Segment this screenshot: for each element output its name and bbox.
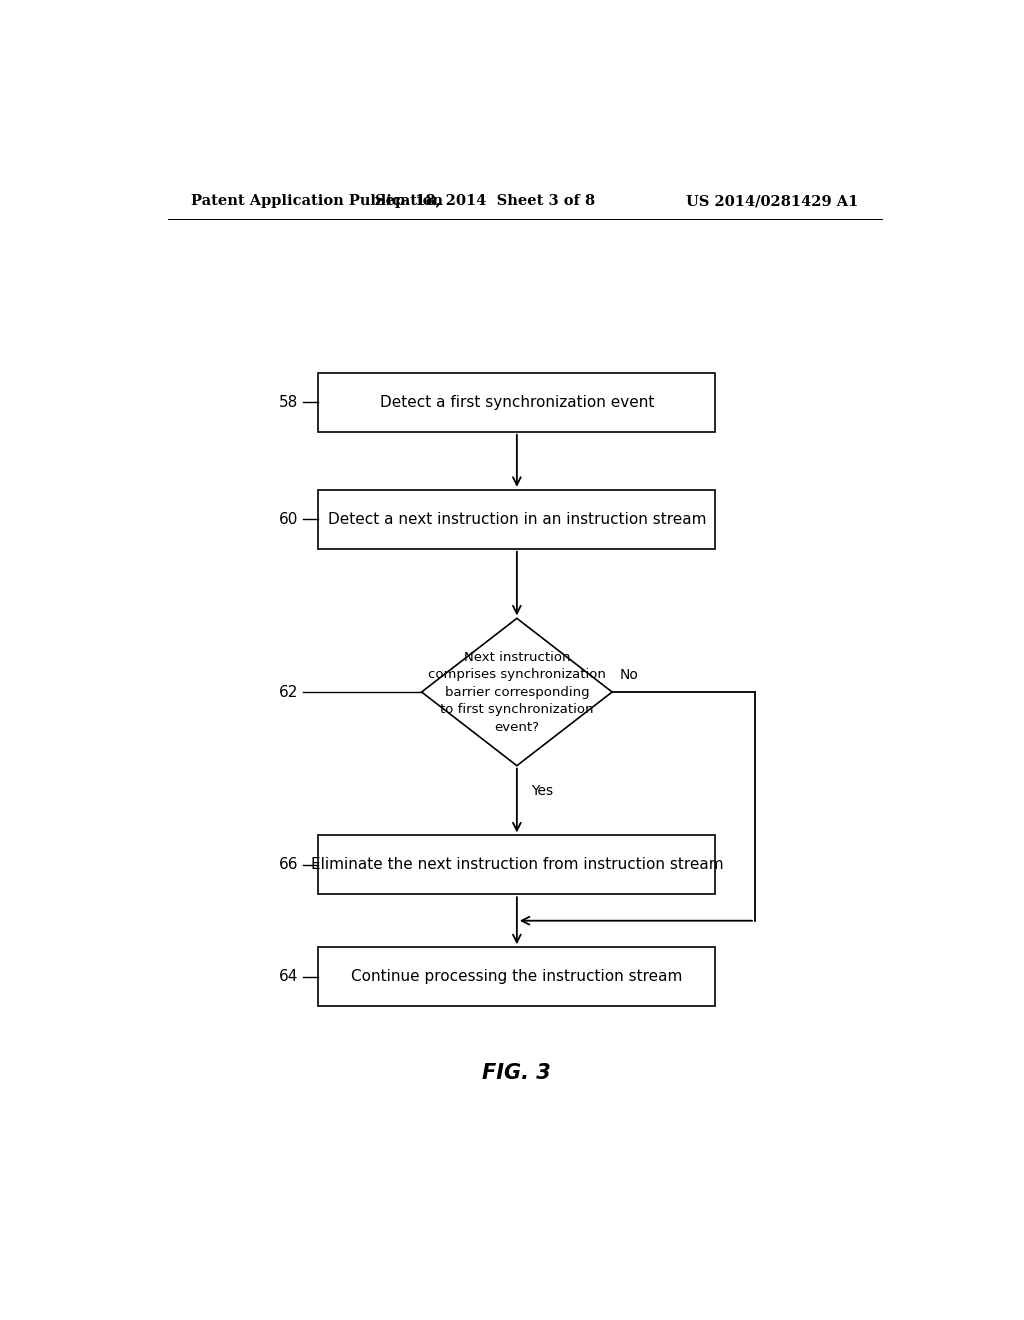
Text: 60: 60: [280, 512, 299, 527]
Text: Patent Application Publication: Patent Application Publication: [191, 194, 443, 209]
Text: No: No: [620, 668, 639, 682]
Text: US 2014/0281429 A1: US 2014/0281429 A1: [686, 194, 858, 209]
Text: Detect a first synchronization event: Detect a first synchronization event: [380, 395, 654, 409]
Text: 66: 66: [280, 857, 299, 873]
FancyBboxPatch shape: [318, 948, 715, 1006]
FancyBboxPatch shape: [318, 836, 715, 894]
Text: FIG. 3: FIG. 3: [482, 1063, 551, 1084]
FancyBboxPatch shape: [318, 490, 715, 549]
Text: Detect a next instruction in an instruction stream: Detect a next instruction in an instruct…: [328, 512, 707, 527]
Text: Yes: Yes: [531, 784, 553, 799]
Text: Eliminate the next instruction from instruction stream: Eliminate the next instruction from inst…: [310, 857, 723, 873]
Text: 64: 64: [280, 969, 299, 985]
Text: Continue processing the instruction stream: Continue processing the instruction stre…: [351, 969, 683, 985]
Text: Sep. 18, 2014  Sheet 3 of 8: Sep. 18, 2014 Sheet 3 of 8: [375, 194, 595, 209]
Text: 58: 58: [280, 395, 299, 409]
Polygon shape: [422, 618, 612, 766]
Text: Next instruction
comprises synchronization
barrier corresponding
to first synchr: Next instruction comprises synchronizati…: [428, 651, 606, 734]
FancyBboxPatch shape: [318, 372, 715, 432]
Text: 62: 62: [280, 685, 299, 700]
